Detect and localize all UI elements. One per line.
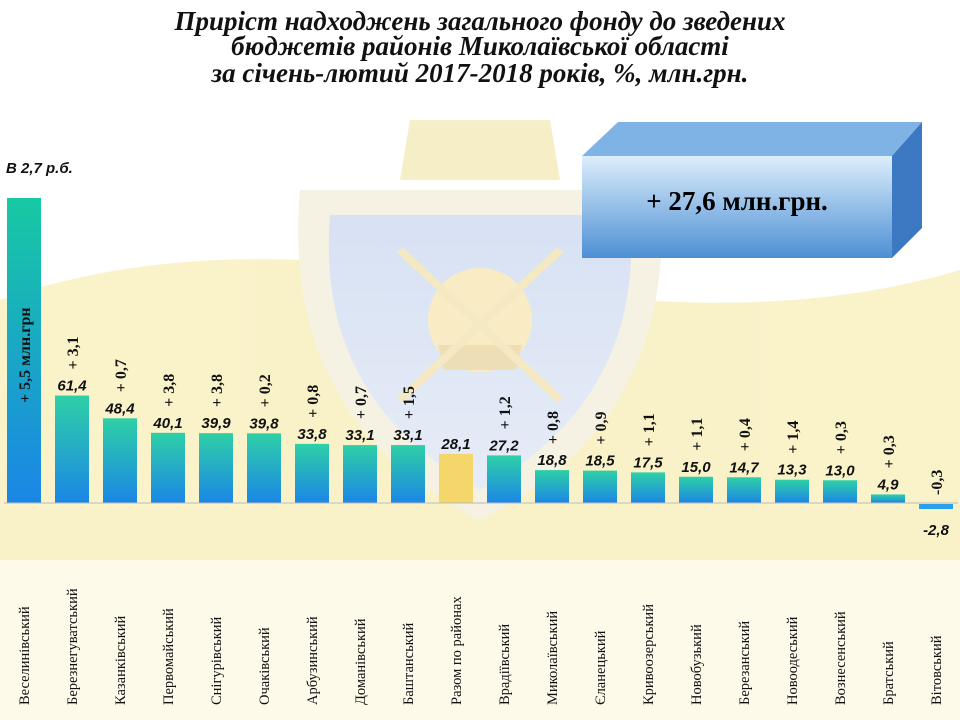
bar-value-label-6: 39,8 xyxy=(249,415,279,432)
bar-value-label-12: 18,8 xyxy=(537,452,567,469)
category-label-2: Березнегуватський xyxy=(65,588,81,705)
increase-mln-label-15: + 1,1 xyxy=(689,418,706,451)
increase-mln-label-20: -0,3 xyxy=(929,470,946,495)
increase-mln-label-12: + 0,8 xyxy=(545,411,562,444)
bar-value-label-17: 13,3 xyxy=(777,462,807,479)
increase-mln-label-2: + 3,1 xyxy=(65,336,82,369)
bar-2 xyxy=(55,395,89,503)
bar-value-label-2: 61,4 xyxy=(57,378,87,395)
increase-mln-label-9: + 1,5 xyxy=(401,386,418,419)
bar-15 xyxy=(679,476,713,503)
bar-20 xyxy=(919,504,953,509)
bar-value-label-7: 33,8 xyxy=(297,426,327,443)
bar-value-label-3: 48,4 xyxy=(104,400,135,417)
bar-18 xyxy=(823,480,857,503)
increase-mln-label-18: + 0,3 xyxy=(833,421,850,454)
bar-6 xyxy=(247,433,281,503)
bar-value-label-8: 33,1 xyxy=(345,427,374,444)
category-label-14: Кривоозерський xyxy=(641,604,657,705)
category-label-9: Баштанський xyxy=(401,623,417,705)
category-label-16: Березанський xyxy=(737,621,753,705)
bar-value-label-13: 18,5 xyxy=(585,453,615,470)
increase-mln-label-5: + 3,8 xyxy=(209,374,226,407)
category-label-6: Очаківський xyxy=(257,627,273,705)
increase-mln-label-19: + 0,3 xyxy=(881,435,898,468)
category-label-13: Єланецький xyxy=(593,630,609,705)
category-label-15: Новобузький xyxy=(689,624,705,705)
bar-value-label-20: -2,8 xyxy=(923,522,950,539)
chart-title-line-1: Приріст надходжень загального фонду до з… xyxy=(174,6,786,36)
bar-8 xyxy=(343,445,377,503)
bar-17 xyxy=(775,479,809,503)
category-label-5: Снігурівський xyxy=(209,616,225,705)
bar-value-label-14: 17,5 xyxy=(633,454,663,471)
bar-16 xyxy=(727,477,761,503)
category-label-18: Вознесенський xyxy=(833,611,849,705)
bar-10 xyxy=(439,453,473,503)
category-label-20: Вітовський xyxy=(929,635,945,705)
increase-mln-label-16: + 0,4 xyxy=(737,418,754,451)
chart-title-line-3: за січень-лютий 2017-2018 років, %, млн.… xyxy=(211,58,749,88)
bar-19 xyxy=(871,494,905,503)
bar-value-label-5: 39,9 xyxy=(201,415,231,432)
bar-9 xyxy=(391,445,425,503)
bar-value-label-16: 14,7 xyxy=(729,459,759,476)
growth-times-note: В 2,7 р.б. xyxy=(6,160,73,177)
chart-title-line-2: бюджетів районів Миколаївської області xyxy=(231,31,729,61)
bar-value-label-9: 33,1 xyxy=(393,427,422,444)
bar-value-label-18: 13,0 xyxy=(825,462,855,479)
bar-11 xyxy=(487,455,521,503)
increase-mln-label-1: + 5,5 млн.грн xyxy=(17,307,34,403)
category-label-4: Первомайський xyxy=(161,608,177,705)
increase-mln-label-14: + 1,1 xyxy=(641,413,658,446)
category-label-12: Миколаївський xyxy=(545,611,561,705)
increase-mln-label-6: + 0,2 xyxy=(257,374,274,407)
bar-13 xyxy=(583,470,617,503)
bar-value-label-4: 40,1 xyxy=(152,415,182,432)
bar-value-label-11: 27,2 xyxy=(488,437,519,454)
total-increase-label: + 27,6 млн.грн. xyxy=(646,186,828,216)
bar-value-label-15: 15,0 xyxy=(681,459,711,476)
bar-5 xyxy=(199,433,233,503)
bar-value-label-10: 28,1 xyxy=(440,436,470,453)
bar-1 xyxy=(7,198,41,503)
increase-mln-label-17: + 1,4 xyxy=(785,421,802,454)
bar-4 xyxy=(151,432,185,503)
category-label-19: Братський xyxy=(881,641,897,705)
bar-value-label-19: 4,9 xyxy=(877,476,900,493)
category-label-8: Доманівський xyxy=(353,618,369,705)
category-label-1: Веселинівський xyxy=(17,606,33,705)
increase-mln-label-13: + 0,9 xyxy=(593,412,610,445)
category-label-10: Разом по районах xyxy=(449,596,465,705)
bar-3 xyxy=(103,418,137,503)
bar-7 xyxy=(295,443,329,503)
increase-mln-label-8: + 0,7 xyxy=(353,386,370,419)
increase-mln-label-3: + 0,7 xyxy=(113,359,130,392)
category-label-17: Новоодеський xyxy=(785,616,801,705)
increase-mln-label-11: + 1,2 xyxy=(497,396,514,429)
bar-14 xyxy=(631,472,665,503)
increase-mln-label-7: + 0,8 xyxy=(305,385,322,418)
increase-mln-label-4: + 3,8 xyxy=(161,374,178,407)
category-label-7: Арбузинський xyxy=(305,616,321,705)
category-label-3: Казанківський xyxy=(113,615,129,705)
bar-12 xyxy=(535,470,569,503)
category-label-11: Врадіївський xyxy=(497,624,513,705)
total-increase-box: + 27,6 млн.грн. xyxy=(582,118,922,260)
